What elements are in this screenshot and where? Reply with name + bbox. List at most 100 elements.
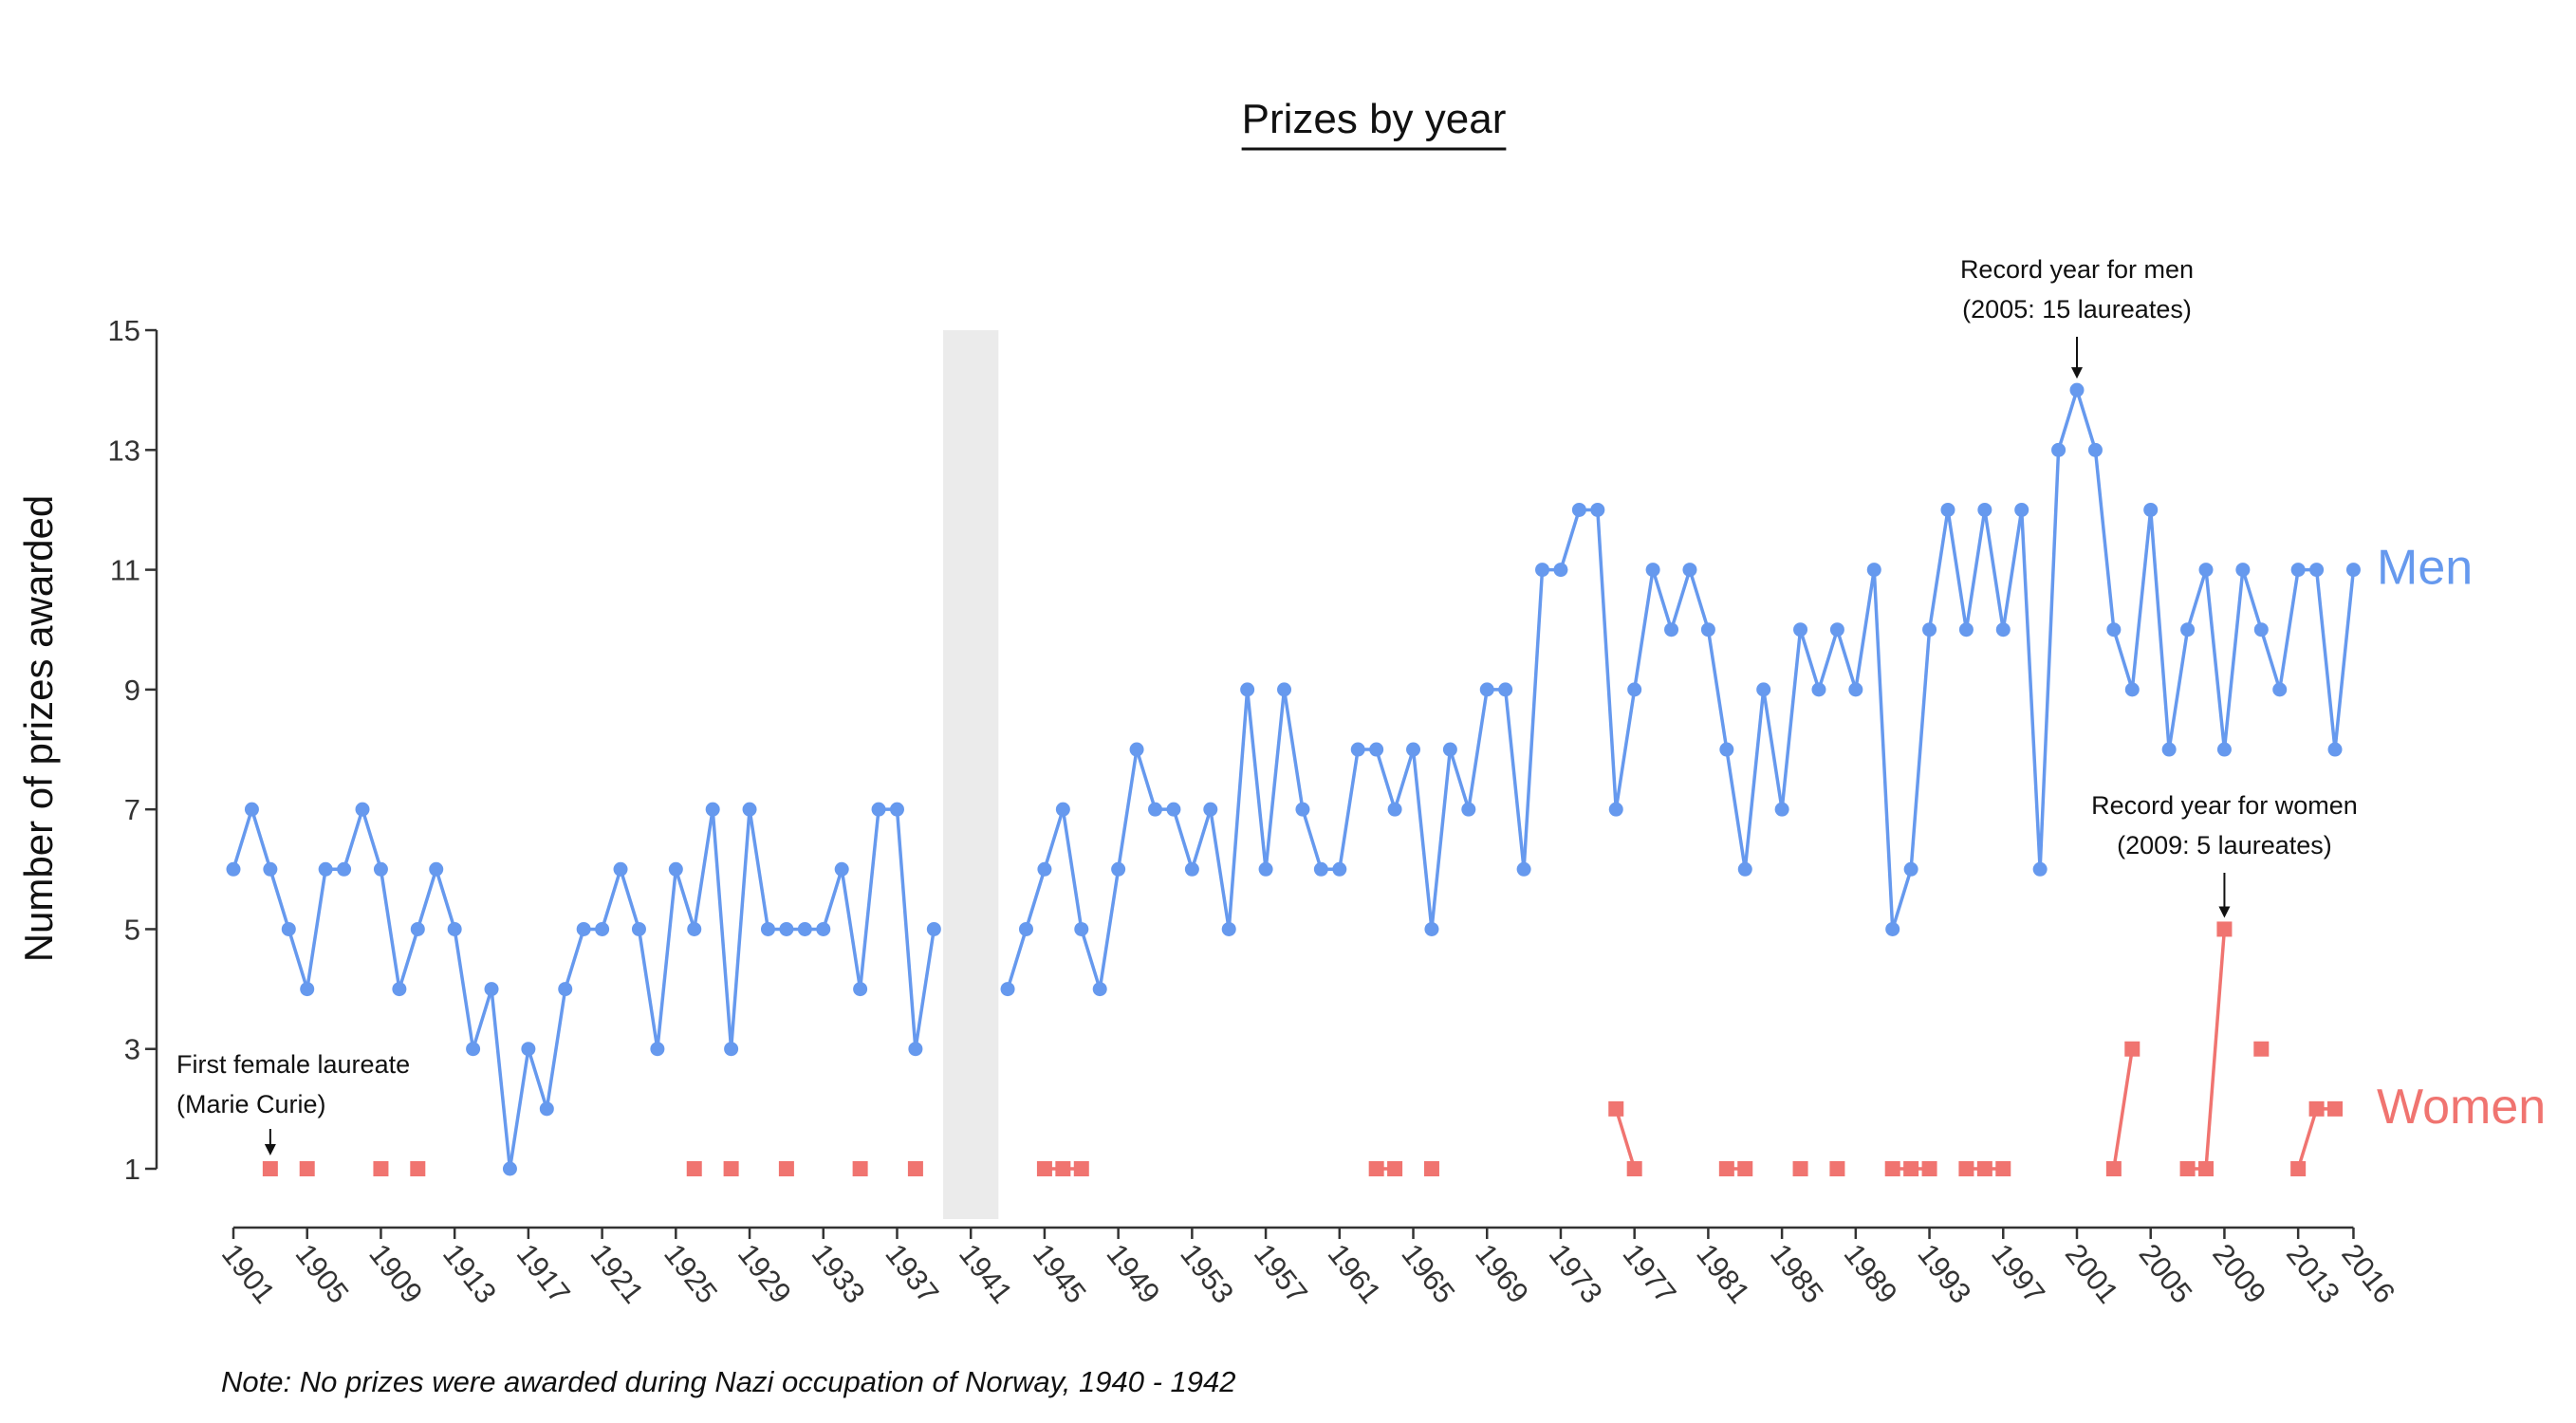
women-data-point [852, 1161, 868, 1176]
men-series-label: Men [2377, 541, 2473, 596]
men-data-point [1295, 802, 1310, 817]
women-data-point [1995, 1161, 2011, 1176]
women-data-point [373, 1161, 389, 1176]
men-data-point [1756, 682, 1771, 697]
chart-title: Prizes by year [1242, 96, 1507, 142]
men-data-point [1774, 802, 1789, 817]
men-data-point [1129, 742, 1144, 757]
men-series-segment [1190, 807, 1213, 872]
women-data-point [723, 1161, 739, 1176]
men-data-point [281, 921, 296, 936]
occupation-period-shade [943, 330, 999, 1219]
women-data-point [1626, 1161, 1642, 1176]
men-series-segment [1559, 508, 1582, 572]
men-series-segment [1448, 748, 1471, 811]
men-data-point [1387, 802, 1402, 817]
men-series-segment [1264, 688, 1287, 872]
men-data-point [926, 921, 941, 936]
men-series-segment [822, 867, 843, 932]
women-data-point [686, 1161, 702, 1176]
men-series-segment [527, 1046, 549, 1111]
men-data-point [1903, 861, 1918, 877]
men-series-segment [2204, 567, 2227, 751]
women-data-point [2216, 921, 2233, 937]
men-data-point [576, 921, 591, 936]
men-data-point [2216, 742, 2232, 757]
men-data-point [1571, 502, 1586, 517]
men-series-segment [1338, 748, 1360, 872]
y-tick-label: 1 [124, 1153, 140, 1186]
men-record-annotation-arrow-head [2071, 367, 2083, 379]
men-series-segment [2241, 567, 2264, 632]
men-data-point [853, 982, 868, 997]
men-series-segment [416, 867, 438, 932]
men-series-segment [2167, 627, 2190, 751]
women-data-point [1608, 1100, 1624, 1117]
men-data-point [355, 802, 370, 817]
men-data-point [2087, 442, 2103, 457]
men-data-point [244, 802, 259, 817]
men-data-point [1221, 921, 1236, 936]
men-data-point [337, 861, 352, 877]
men-data-point [1055, 802, 1070, 817]
women-series-segment [2204, 927, 2227, 1171]
men-series-segment [1245, 688, 1268, 872]
men-data-point [742, 802, 757, 817]
men-series-segment [1098, 867, 1121, 991]
men-series-segment [1817, 627, 1840, 692]
men-data-point [1184, 861, 1199, 877]
men-series-segment [2075, 388, 2098, 453]
men-data-point [318, 861, 333, 877]
men-data-point [595, 921, 610, 936]
men-series-segment [2148, 508, 2171, 751]
men-data-point [668, 861, 683, 877]
men-series-segment [1596, 508, 1618, 811]
men-data-point [2235, 563, 2251, 578]
men-data-point [1018, 921, 1033, 936]
men-series-segment [1135, 748, 1158, 811]
men-data-point [687, 921, 702, 936]
men-series-segment [2093, 448, 2116, 632]
women-data-point [410, 1161, 426, 1176]
women-data-point [1921, 1161, 1937, 1176]
men-data-point [410, 921, 425, 936]
men-series-segment [1024, 867, 1047, 932]
men-series-segment [693, 807, 714, 932]
men-data-point [1866, 563, 1881, 578]
first-female-annotation-text: (Marie Curie) [176, 1090, 326, 1118]
men-series-segment [453, 927, 475, 1051]
men-series-segment [858, 807, 880, 991]
men-data-point [705, 802, 720, 817]
men-series-segment [1725, 748, 1748, 872]
men-data-point [1313, 861, 1328, 877]
women-data-point [1387, 1161, 1403, 1176]
men-series-segment [1172, 807, 1195, 872]
men-series-segment [398, 927, 420, 991]
men-data-point [1148, 802, 1162, 817]
men-series-segment [1301, 807, 1324, 872]
men-series-segment [2277, 567, 2300, 692]
men-data-point [1958, 622, 1974, 638]
men-series-segment [1467, 688, 1489, 811]
men-data-point [1461, 802, 1476, 817]
men-series-segment [2314, 567, 2337, 751]
men-data-point [1424, 921, 1439, 936]
women-data-point [1055, 1161, 1071, 1176]
men-series-segment [2001, 508, 2024, 632]
men-series-segment [1854, 567, 1877, 692]
men-data-point [226, 861, 241, 877]
men-data-point [1645, 563, 1660, 578]
women-record-annotation-arrow-head [2218, 906, 2231, 918]
men-data-point [1719, 742, 1734, 757]
women-data-point [778, 1161, 794, 1176]
men-series-segment [1946, 508, 1969, 632]
men-series-segment [2038, 448, 2061, 872]
women-record-annotation-text: Record year for women [2091, 791, 2358, 820]
men-series-segment [895, 807, 917, 1051]
men-series-segment [1411, 748, 1434, 932]
men-series-segment [619, 867, 641, 932]
men-series-segment [1761, 688, 1784, 811]
men-series-segment [1798, 627, 1821, 692]
women-data-point [2179, 1161, 2196, 1176]
men-data-point [2253, 622, 2269, 638]
